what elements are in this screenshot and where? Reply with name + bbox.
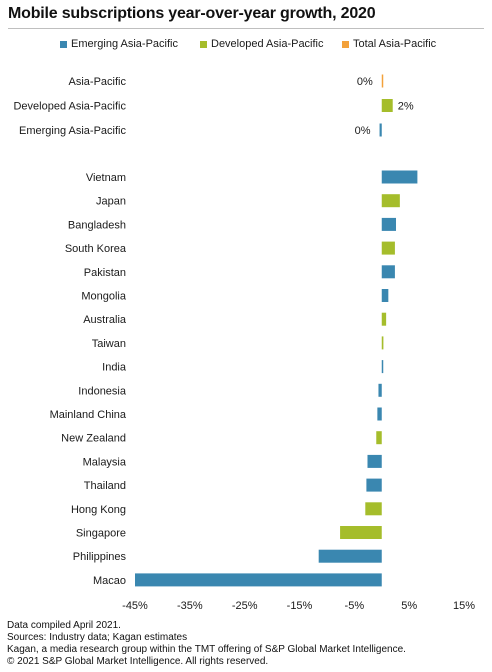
category-label-singapore: Singapore	[76, 528, 126, 540]
footer-compiled: Data compiled April 2021.	[7, 620, 121, 631]
category-label-bangladesh: Bangladesh	[68, 219, 126, 231]
bar-bangladesh	[381, 217, 397, 231]
category-label-hong-kong: Hong Kong	[71, 504, 126, 516]
x-tick-label-5: 5%	[401, 600, 417, 612]
bar-asia-pacific	[381, 74, 384, 88]
legend-label-developed: Developed Asia-Pacific	[211, 38, 324, 50]
bar-mainland-china	[377, 407, 382, 421]
legend-swatch-emerging	[60, 40, 67, 48]
bar-taiwan	[381, 336, 384, 350]
category-label-malaysia: Malaysia	[83, 456, 127, 468]
category-label-asia-pacific: Asia-Pacific	[69, 76, 127, 88]
category-label-thailand: Thailand	[84, 480, 126, 492]
bar-japan	[381, 194, 400, 208]
legend-item-total: Total Asia-Pacific	[342, 38, 436, 50]
footer-sources: Sources: Industry data; Kagan estimates	[7, 632, 188, 643]
legend-swatch-total	[342, 40, 349, 48]
category-label-taiwan: Taiwan	[92, 338, 126, 350]
bar-mongolia	[381, 289, 389, 302]
data-label-developed-asia-pacific: 2%	[398, 101, 414, 113]
category-label-mongolia: Mongolia	[81, 291, 127, 303]
legend-label-total: Total Asia-Pacific	[353, 38, 437, 50]
x-tick-label-0: -45%	[122, 600, 148, 612]
legend-item-developed: Developed Asia-Pacific	[200, 38, 324, 50]
bar-vietnam	[381, 170, 418, 184]
x-tick-label-4: -5%	[345, 600, 365, 612]
bar-emerging-asia-pacific	[379, 123, 382, 137]
bar-hong-kong	[365, 502, 382, 516]
category-label-emerging-asia-pacific: Emerging Asia-Pacific	[19, 125, 126, 137]
category-label-india: India	[102, 362, 127, 374]
bar-singapore	[340, 526, 382, 539]
category-label-new-zealand: New Zealand	[61, 433, 126, 445]
category-label-pakistan: Pakistan	[84, 267, 126, 279]
x-tick-label-6: 15%	[453, 600, 475, 612]
category-label-vietnam: Vietnam	[86, 172, 126, 184]
data-label-asia-pacific: 0%	[357, 76, 373, 88]
bar-thailand	[366, 478, 382, 492]
bar-malaysia	[367, 454, 382, 468]
chart-title: Mobile subscriptions year-over-year grow…	[8, 5, 376, 22]
footer-copyright: © 2021 S&P Global Market Intelligence. A…	[7, 656, 269, 667]
bar-pakistan	[381, 265, 395, 279]
bar-indonesia	[378, 383, 382, 397]
bar-developed-asia-pacific	[381, 99, 393, 112]
bar-india	[381, 360, 384, 374]
bar-new-zealand	[376, 431, 382, 445]
category-label-south-korea: South Korea	[65, 243, 127, 255]
category-label-philippines: Philippines	[73, 551, 127, 563]
category-label-japan: Japan	[96, 196, 126, 208]
category-label-macao: Macao	[93, 575, 126, 587]
chart-footer: Data compiled April 2021. Sources: Indus…	[7, 620, 406, 668]
legend-label-emerging: Emerging Asia-Pacific	[71, 38, 178, 50]
category-label-australia: Australia	[83, 314, 127, 326]
x-tick-label-1: -35%	[177, 600, 203, 612]
bar-australia	[381, 312, 387, 326]
x-tick-label-3: -15%	[287, 600, 313, 612]
category-label-mainland-china: Mainland China	[50, 409, 127, 421]
legend-item-emerging: Emerging Asia-Pacific	[60, 38, 178, 50]
data-label-emerging-asia-pacific: 0%	[355, 125, 371, 137]
x-tick-label-2: -25%	[232, 600, 258, 612]
chart-legend: Emerging Asia-Pacific Developed Asia-Pac…	[0, 38, 492, 54]
bar-chart: Asia-Pacific 0% Developed Asia-Pacific 2% Em…	[13, 74, 475, 612]
bar-south-korea	[381, 241, 395, 255]
category-label-indonesia: Indonesia	[78, 385, 127, 397]
legend-swatch-developed	[200, 40, 207, 48]
footer-kagan: Kagan, a media research group within the…	[7, 644, 406, 655]
category-label-developed-asia-pacific: Developed Asia-Pacific	[13, 101, 126, 113]
bar-macao	[135, 573, 382, 587]
title-divider	[8, 28, 484, 29]
bar-philippines	[318, 549, 382, 563]
